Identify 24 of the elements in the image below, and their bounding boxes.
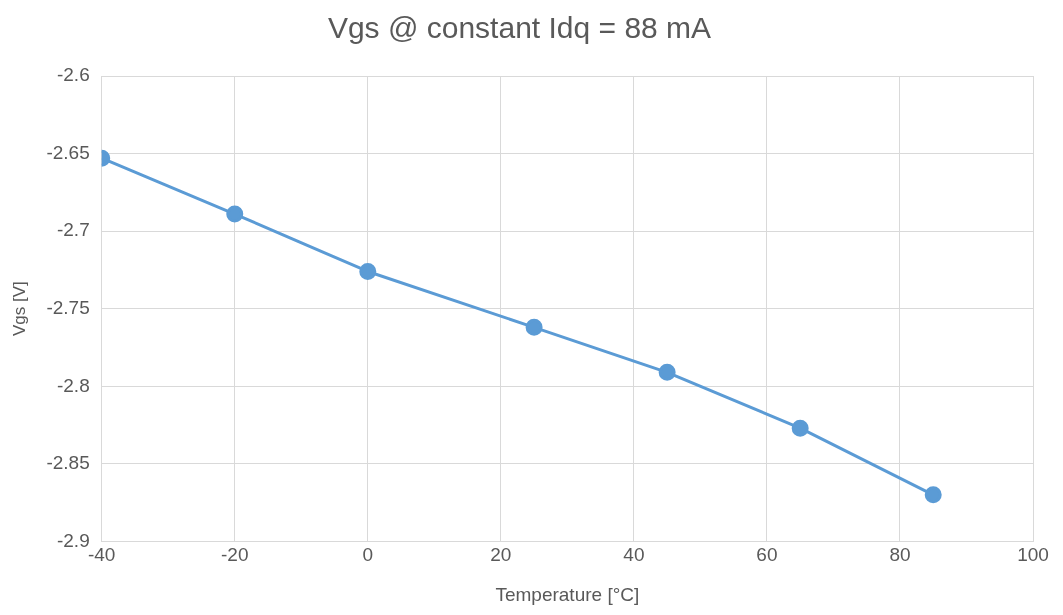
y-tick-label: -2.85 — [46, 452, 90, 474]
x-tick-label: 20 — [490, 544, 512, 566]
x-tick-label: 60 — [756, 544, 778, 566]
point — [658, 363, 676, 381]
point — [226, 205, 244, 223]
point — [359, 262, 377, 280]
chart-title: Vgs @ constant Idq = 88 mA — [327, 11, 712, 45]
x-tick-label: 40 — [623, 544, 645, 566]
y-tick-label: -2.6 — [56, 64, 90, 86]
x-tick-label: 80 — [889, 544, 911, 566]
point — [924, 486, 942, 504]
y-tick-label: -2.75 — [46, 296, 90, 318]
x-tick-label: -20 — [221, 544, 249, 566]
y-tick-label: -2.8 — [56, 374, 90, 396]
point — [791, 419, 809, 437]
x-axis-title: Temperature [°C] — [495, 583, 640, 605]
y-tick-label: -2.7 — [56, 219, 90, 241]
x-tick-label: 100 — [1017, 544, 1049, 566]
y-tick-label: -2.9 — [56, 529, 90, 551]
x-tick-label: 0 — [362, 544, 374, 566]
point — [525, 318, 543, 336]
y-tick-label: -2.65 — [46, 141, 90, 163]
y-axis-title: Vgs [V] — [9, 281, 29, 337]
x-tick-label: -40 — [87, 544, 116, 566]
